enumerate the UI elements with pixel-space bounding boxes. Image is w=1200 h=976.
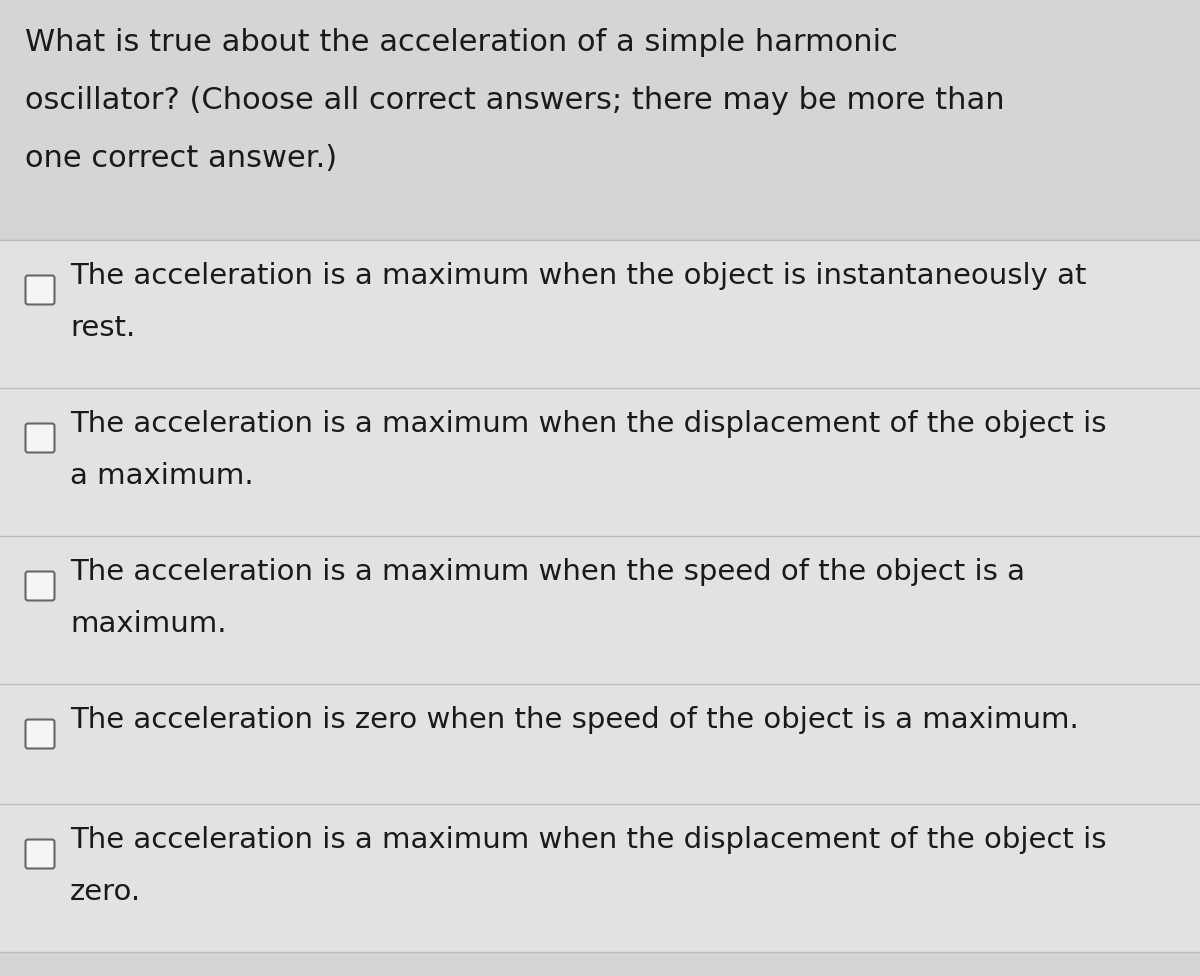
Text: maximum.: maximum.: [70, 610, 227, 638]
FancyBboxPatch shape: [25, 839, 54, 869]
Bar: [0, 804, 1200, 952]
FancyBboxPatch shape: [25, 572, 54, 600]
Bar: [0, 536, 1200, 684]
FancyBboxPatch shape: [25, 424, 54, 453]
Text: The acceleration is a maximum when the object is instantaneously at: The acceleration is a maximum when the o…: [70, 262, 1086, 290]
Bar: [0, 388, 1200, 536]
Text: What is true about the acceleration of a simple harmonic: What is true about the acceleration of a…: [25, 28, 898, 57]
FancyBboxPatch shape: [25, 719, 54, 749]
Text: zero.: zero.: [70, 878, 142, 906]
Text: oscillator? (Choose all correct answers; there may be more than: oscillator? (Choose all correct answers;…: [25, 86, 1004, 115]
Text: The acceleration is a maximum when the displacement of the object is: The acceleration is a maximum when the d…: [70, 410, 1106, 438]
FancyBboxPatch shape: [25, 275, 54, 305]
Text: The acceleration is a maximum when the displacement of the object is: The acceleration is a maximum when the d…: [70, 826, 1106, 854]
Bar: [0, 0, 1200, 210]
Text: a maximum.: a maximum.: [70, 462, 253, 490]
Bar: [0, 684, 1200, 804]
Text: The acceleration is a maximum when the speed of the object is a: The acceleration is a maximum when the s…: [70, 558, 1025, 586]
Text: rest.: rest.: [70, 314, 136, 342]
Bar: [0, 240, 1200, 388]
Text: The acceleration is zero when the speed of the object is a maximum.: The acceleration is zero when the speed …: [70, 706, 1079, 734]
Text: one correct answer.): one correct answer.): [25, 144, 337, 173]
